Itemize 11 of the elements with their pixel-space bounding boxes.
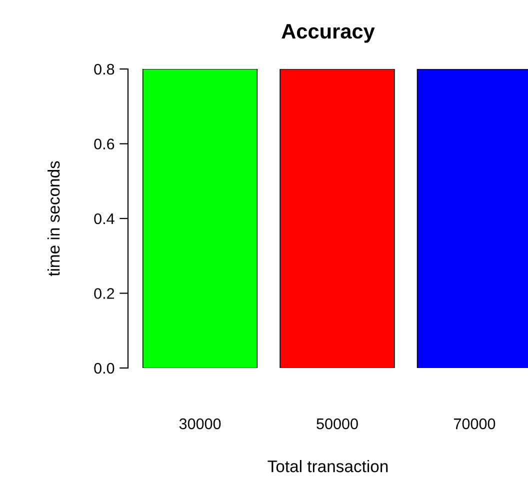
x-tick-label: 50000 <box>316 418 358 430</box>
y-axis-title: time in seconds <box>47 161 60 276</box>
y-tick-label: 0.4 <box>94 213 114 224</box>
x-tick-label: 30000 <box>179 418 221 430</box>
y-tick-label: 0.0 <box>94 362 114 374</box>
x-axis-title: Total transaction <box>268 460 388 472</box>
chart-title: Accuracy <box>282 24 375 43</box>
y-tick-label: 0.2 <box>94 288 114 299</box>
x-tick-label: 70000 <box>454 418 496 430</box>
y-tick-label: 0.8 <box>94 64 114 75</box>
y-tick-label: 0.6 <box>94 138 114 150</box>
